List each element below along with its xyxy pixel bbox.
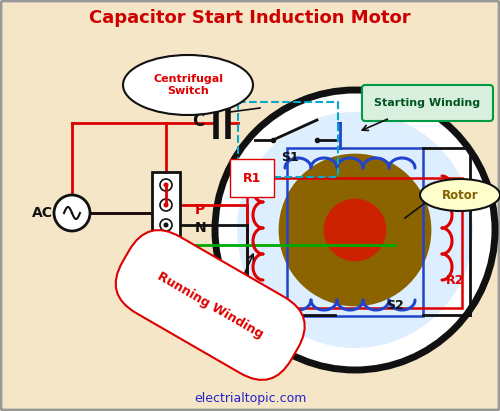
Text: Rotor: Rotor [442,189,478,201]
Text: C: C [192,112,204,130]
Text: R1: R1 [243,171,261,185]
Circle shape [164,242,168,247]
Circle shape [160,239,172,251]
Circle shape [164,222,168,228]
Text: AC: AC [32,206,52,220]
FancyBboxPatch shape [362,85,493,121]
Text: R2: R2 [446,273,464,286]
Circle shape [325,200,385,260]
Circle shape [164,182,168,187]
Bar [287,148,423,316]
Circle shape [164,203,168,208]
Text: GND: GND [161,265,189,275]
Text: Starting Winding: Starting Winding [374,98,480,108]
Text: S1: S1 [281,150,299,164]
Bar [238,102,338,177]
Text: Capacitor Start Induction Motor: Capacitor Start Induction Motor [89,9,411,27]
Circle shape [54,195,90,231]
Text: electrialtopic.com: electrialtopic.com [194,392,306,404]
Text: Centrifugal
Switch: Centrifugal Switch [153,74,223,96]
Ellipse shape [420,179,500,211]
Circle shape [160,219,172,231]
Text: N: N [195,221,206,235]
Bar [152,172,180,277]
Text: P: P [195,203,205,217]
Circle shape [215,90,495,370]
Bar [247,178,462,308]
Ellipse shape [123,55,253,115]
Circle shape [160,179,172,191]
Circle shape [160,199,172,211]
Text: Running Winding: Running Winding [155,269,266,341]
Circle shape [280,155,430,305]
Text: S2: S2 [386,298,404,312]
Circle shape [237,112,473,348]
